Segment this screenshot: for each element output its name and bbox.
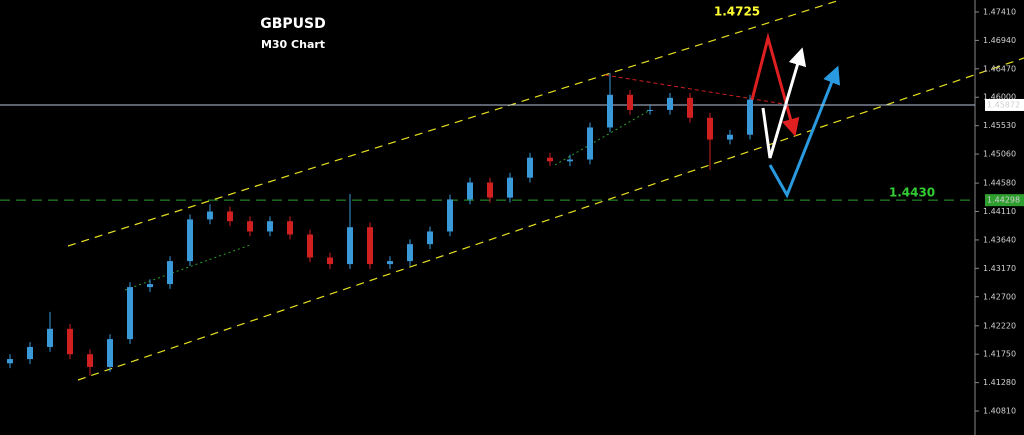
candle-body: [67, 328, 73, 355]
y-tick-label: 1.40810: [983, 407, 1016, 416]
trend-lines: [67, 0, 1024, 381]
candle-body: [527, 157, 533, 178]
candle-body: [467, 182, 473, 200]
candle-body: [407, 244, 413, 262]
candle-body: [707, 117, 713, 140]
candle-body: [347, 227, 353, 265]
candle-body: [487, 182, 493, 198]
y-tick-label: 1.43640: [983, 235, 1016, 244]
candle-body: [247, 221, 253, 232]
candle-body: [567, 159, 573, 162]
support-line: [554, 109, 651, 166]
y-tick-label: 1.45060: [983, 150, 1016, 159]
candle-body: [447, 199, 453, 232]
candle-body: [127, 287, 133, 340]
y-tick-label: 1.44110: [983, 207, 1016, 216]
candle-body: [367, 227, 373, 265]
candle-body: [147, 284, 153, 288]
support-line: [124, 244, 251, 291]
candle-body: [587, 127, 593, 160]
candle-body: [167, 261, 173, 285]
chart-subtitle: M30 Chart: [261, 38, 325, 51]
candle-body: [307, 234, 313, 258]
candle-body: [27, 346, 33, 360]
candle-body: [187, 219, 193, 262]
price-tag: [985, 98, 1024, 111]
y-tick-label: 1.42220: [983, 321, 1016, 330]
y-tick-label: 1.41750: [983, 350, 1016, 359]
candle-body: [327, 257, 333, 265]
candle-body: [507, 177, 513, 198]
candle-body: [267, 221, 273, 232]
price-tag-label: 1.45872: [987, 100, 1020, 109]
candle-body: [227, 211, 233, 222]
forecast-arrow-blue: [768, 65, 841, 199]
candle-body: [627, 94, 633, 110]
candle-body: [47, 328, 53, 347]
level-label: 1.4725: [714, 5, 760, 19]
y-tick-label: 1.47410: [983, 7, 1016, 16]
chart-title: GBPUSD: [260, 16, 326, 32]
y-tick-label: 1.41280: [983, 378, 1016, 387]
candle-body: [667, 97, 673, 110]
channel-lower: [77, 57, 1024, 381]
price-tag: [985, 194, 1024, 207]
y-tick-label: 1.46470: [983, 64, 1016, 73]
candle-body: [747, 99, 753, 135]
price-tag-label: 1.44298: [987, 196, 1020, 205]
candle-body: [727, 134, 733, 140]
candle-body: [87, 354, 93, 367]
level-label: 1.4430: [889, 186, 935, 200]
candle-body: [207, 211, 213, 220]
candle-body: [107, 339, 113, 367]
candle-body: [287, 221, 293, 235]
y-tick-label: 1.42700: [983, 292, 1016, 301]
channel-upper: [67, 0, 841, 247]
candle-body: [607, 94, 613, 128]
y-tick-label: 1.43170: [983, 264, 1016, 273]
candle-body: [547, 157, 553, 162]
candle-body: [687, 97, 693, 118]
y-tick-label: 1.45530: [983, 121, 1016, 130]
candle-body: [647, 109, 653, 111]
candle-body: [427, 231, 433, 245]
candle-body: [387, 261, 393, 265]
forecast-arrow-red: [750, 32, 800, 137]
candle-body: [7, 359, 13, 364]
forecast-arrow-white: [761, 47, 807, 159]
y-tick-label: 1.46940: [983, 36, 1016, 45]
y-tick-label: 1.46000: [983, 93, 1016, 102]
y-tick-label: 1.44580: [983, 179, 1016, 188]
resistance-line: [604, 74, 791, 106]
